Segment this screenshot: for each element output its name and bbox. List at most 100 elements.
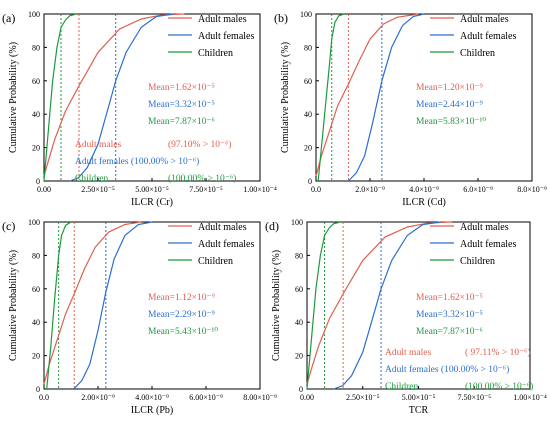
legend-label: Children	[460, 48, 495, 59]
mean-annotation: Mean=7.87×10⁻⁶	[148, 117, 215, 127]
series-line-adult-males	[306, 221, 452, 385]
exceedance-value: (100.00% > 10⁻⁶)	[168, 173, 236, 184]
y-tick-label: 100	[300, 10, 312, 19]
legend-label: Adult males	[460, 14, 509, 25]
chart-panel-3: 0 20 40 60 80 100 0.0 2.00×10⁻⁹ 4.00×10⁻⁹ 6.00×10…	[2, 218, 277, 416]
legend-label: Children	[198, 256, 233, 267]
series-line-adult-males	[315, 13, 419, 177]
exceedance-label: Children	[385, 382, 418, 392]
y-tick-label: 20	[304, 144, 312, 153]
mean-annotation: Mean=1.20×10⁻⁹	[416, 83, 483, 93]
y-tick-label: 40	[304, 110, 312, 119]
y-tick-label: 0	[299, 385, 303, 394]
y-tick-label: 20	[295, 352, 303, 361]
mean-annotation: Mean=7.87×10⁻⁶	[416, 327, 483, 337]
y-tick-label: 60	[295, 285, 303, 294]
mean-annotation: Mean=2.29×10⁻⁹	[148, 310, 215, 320]
mean-annotation: Mean=3.32×10⁻⁵	[148, 100, 215, 110]
y-tick-label: 0	[308, 177, 312, 186]
legend-label: Adult males	[198, 14, 247, 25]
series-line-adult-males	[43, 221, 142, 385]
mean-annotation: Mean=5.43×10⁻¹⁰	[148, 327, 218, 337]
y-tick-label: 80	[304, 43, 312, 52]
legend-label: Adult females	[198, 239, 254, 250]
x-axis-title: TCR	[409, 405, 429, 416]
y-tick-label: 100	[291, 218, 303, 227]
x-axis-title: ILCR (Cr)	[131, 197, 173, 208]
exceedance-value: (100.00% > 10⁻⁶)	[465, 381, 533, 392]
mean-annotation: Mean=5.83×10⁻¹⁰	[416, 117, 486, 127]
y-tick-label: 100	[28, 10, 40, 19]
y-tick-label: 0	[36, 177, 40, 186]
mean-annotation: Mean=1.62×10⁻⁵	[416, 293, 483, 303]
y-tick-label: 80	[32, 251, 40, 260]
exceedance-label: Children	[75, 174, 108, 184]
x-tick-label: 7.50×10⁻⁵	[457, 393, 491, 402]
x-axis-title: ILCR (Pb)	[131, 405, 174, 416]
y-axis-title: Cumulative Probability (%)	[8, 250, 19, 361]
panel-label: (b)	[274, 11, 288, 25]
y-tick-label: 40	[32, 318, 40, 327]
y-tick-label: 60	[32, 77, 40, 86]
x-tick-label: 0.00	[37, 185, 51, 194]
chart-panel-4: 0 20 40 60 80 100 0.00 2.50×10⁻⁵ 5.00×10⁻⁵ 7.50×1…	[265, 218, 547, 416]
series-line-children	[306, 221, 341, 390]
legend-label: Adult females	[198, 31, 254, 42]
series-line-adult-females	[347, 13, 425, 182]
x-tick-label: 1.00×10⁻⁴	[513, 393, 547, 402]
x-tick-label: 2.00×10⁻⁹	[81, 393, 115, 402]
y-tick-label: 40	[295, 318, 303, 327]
x-tick-label: 5.00×10⁻⁵	[135, 185, 169, 194]
panel-label: (a)	[2, 11, 15, 25]
legend-label: Children	[460, 256, 495, 267]
series-line-adult-females	[69, 13, 174, 182]
x-tick-label: 0.0	[39, 393, 49, 402]
legend-label: Children	[198, 48, 233, 59]
x-tick-label: 2.0×10⁻⁹	[355, 185, 385, 194]
legend-label: Adult females	[460, 239, 516, 250]
exceedance-value: (97.10% > 10⁻⁶)	[168, 139, 232, 150]
series-line-children	[317, 13, 345, 182]
panel-label: (d)	[265, 219, 279, 233]
legend-label: Adult females	[460, 31, 516, 42]
x-axis-title: ILCR (Cd)	[402, 197, 446, 208]
mean-annotation: Mean=1.12×10⁻⁹	[148, 293, 215, 303]
x-tick-label: 4.0×10⁻⁹	[409, 185, 439, 194]
x-tick-label: 6.00×10⁻⁹	[189, 393, 223, 402]
series-line-adult-females	[333, 221, 441, 390]
chart-panel-2: 0 20 40 60 80 100 0.0 2.0×10⁻⁹ 4.0×10⁻⁹ 6.0×10⁻⁹ 8…	[274, 10, 547, 208]
y-tick-label: 80	[295, 251, 303, 260]
series-line-adult-males	[43, 13, 185, 177]
y-tick-label: 0	[36, 385, 40, 394]
chart-panel-1: 0 20 40 60 80 100 0.00 2.50×10⁻⁵ 5.00×10⁻⁵ 7.50×1…	[2, 10, 277, 208]
y-tick-label: 20	[32, 352, 40, 361]
y-tick-label: 40	[32, 110, 40, 119]
y-tick-label: 60	[32, 285, 40, 294]
y-tick-label: 20	[32, 144, 40, 153]
x-tick-label: 0.00	[300, 393, 314, 402]
x-tick-label: 8.00×10⁻⁹	[243, 393, 277, 402]
legend-label: Adult males	[198, 222, 247, 233]
x-tick-label: 7.50×10⁻⁵	[189, 185, 223, 194]
exceedance-label: Adult males	[75, 140, 121, 150]
x-tick-label: 6.0×10⁻⁹	[463, 185, 493, 194]
y-axis-title: Cumulative Probability (%)	[271, 250, 282, 361]
exceedance-value: ( 97.11% > 10⁻⁶)	[465, 347, 531, 358]
mean-annotation: Mean=2.44×10⁻⁹	[416, 100, 483, 110]
y-axis-title: Cumulative Probability (%)	[8, 42, 19, 153]
legend-label: Adult males	[460, 222, 509, 233]
series-line-children	[43, 13, 77, 182]
x-tick-label: 5.00×10⁻⁵	[402, 393, 436, 402]
x-tick-label: 8.0×10⁻⁹	[517, 185, 547, 194]
y-tick-label: 60	[304, 77, 312, 86]
x-tick-label: 2.50×10⁻⁵	[81, 185, 115, 194]
y-tick-label: 80	[32, 43, 40, 52]
mean-annotation: Mean=1.62×10⁻⁵	[148, 83, 215, 93]
exceedance-label: Adult females (100.00% > 10⁻⁶)	[75, 156, 199, 167]
x-tick-label: 2.50×10⁻⁵	[346, 393, 380, 402]
exceedance-label: Adult females (100.00% > 10⁻⁶)	[385, 364, 509, 375]
series-line-adult-females	[73, 221, 153, 390]
x-tick-label: 1.00×10⁻⁴	[243, 185, 277, 194]
exceedance-label: Adult males	[385, 348, 431, 358]
